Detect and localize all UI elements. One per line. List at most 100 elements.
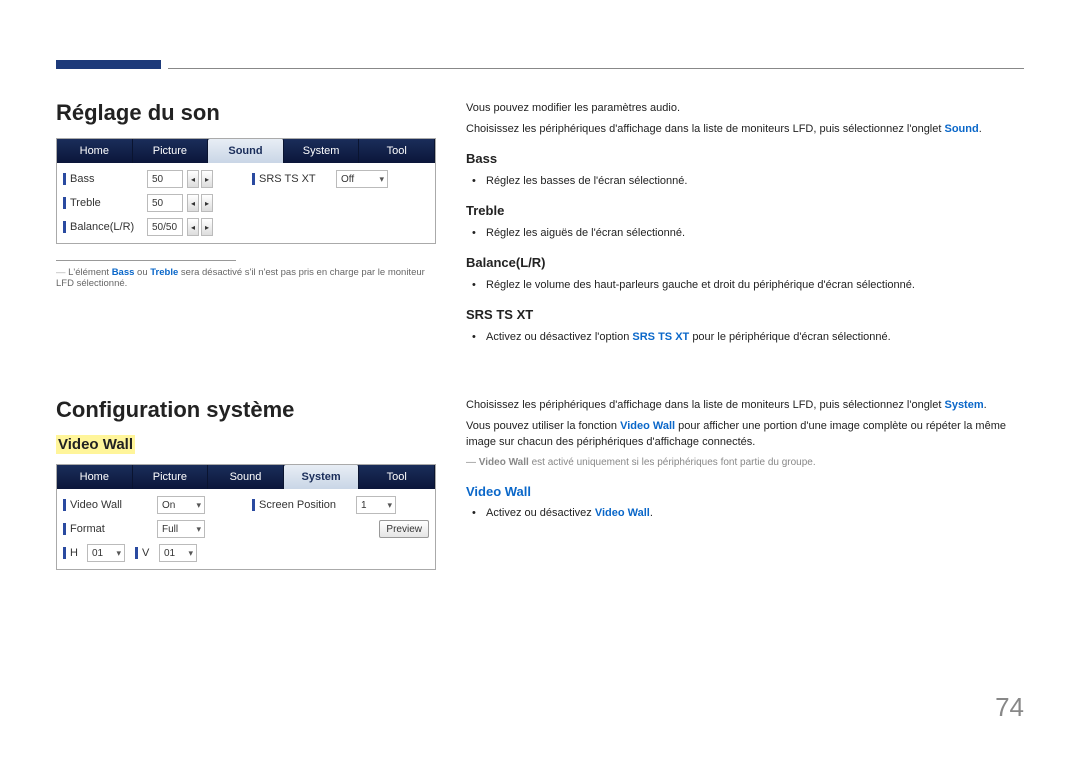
arrow-left-icon[interactable]: ◂: [187, 170, 199, 188]
tab-system[interactable]: System: [284, 465, 360, 489]
header-rule: [168, 68, 1024, 69]
v-select[interactable]: 01: [159, 544, 197, 562]
bass-value: 50: [147, 170, 183, 188]
text: Vous pouvez utiliser la fonction: [466, 420, 620, 432]
text: .: [979, 123, 982, 135]
bass-list: Réglez les basses de l'écran sélectionné…: [466, 173, 1024, 190]
srs-list: Activez ou désactivez l'option SRS TS XT…: [466, 329, 1024, 346]
footnote-rule: [56, 260, 236, 261]
srs-title: SRS TS XT: [466, 305, 1024, 325]
tab-system[interactable]: System: [284, 139, 360, 163]
system-intro2: Vous pouvez utiliser la fonction Video W…: [466, 418, 1024, 451]
list-item: Activez ou désactivez Video Wall.: [486, 505, 1024, 522]
text: .: [650, 507, 653, 519]
system-panel: Home Picture Sound System Tool Video Wal…: [56, 464, 436, 570]
note-bold: Video Wall: [479, 457, 529, 468]
arrow-right-icon[interactable]: ▸: [201, 170, 213, 188]
sound-right-col: Vous pouvez modifier les paramètres audi…: [466, 100, 1024, 347]
system-body: Video Wall On Format Full H 01 V 01: [57, 489, 435, 569]
sound-footnote: L'élément Bass ou Treble sera désactivé …: [56, 267, 436, 289]
vw-list: Activez ou désactivez Video Wall.: [466, 505, 1024, 522]
row-label: Video Wall: [63, 499, 153, 511]
tab-home[interactable]: Home: [57, 465, 133, 489]
sound-link: Sound: [944, 123, 978, 135]
row-label: Balance(L/R): [63, 221, 143, 233]
tab-sound[interactable]: Sound: [208, 139, 284, 163]
system-col-left: Video Wall On Format Full H 01 V 01: [57, 489, 246, 569]
h-label: H: [63, 547, 83, 559]
row-balance: Balance(L/R) 50/50 ◂ ▸: [57, 215, 246, 239]
sound-section: Réglage du son Home Picture Sound System…: [56, 100, 1024, 347]
row-label: Bass: [63, 173, 143, 185]
treble-stepper: ◂ ▸: [187, 194, 213, 212]
system-left-col: Configuration système Video Wall Home Pi…: [56, 397, 436, 570]
system-right-col: Choisissez les périphériques d'affichage…: [466, 397, 1024, 570]
vw-title: Video Wall: [466, 482, 1024, 502]
list-item: Activez ou désactivez l'option SRS TS XT…: [486, 329, 1024, 346]
text: Activez ou désactivez l'option: [486, 331, 632, 343]
text: Choisissez les périphériques d'affichage…: [466, 123, 944, 135]
videowall-select[interactable]: On: [157, 496, 205, 514]
format-select[interactable]: Full: [157, 520, 205, 538]
text: .: [984, 399, 987, 411]
tab-home[interactable]: Home: [57, 139, 133, 163]
row-label: SRS TS XT: [252, 173, 332, 185]
text: Activez ou désactivez: [486, 507, 595, 519]
balance-stepper: ◂ ▸: [187, 218, 213, 236]
text: Choisissez les périphériques d'affichage…: [466, 399, 944, 411]
system-heading: Configuration système: [56, 397, 436, 423]
page-content: Réglage du son Home Picture Sound System…: [56, 100, 1024, 570]
tab-picture[interactable]: Picture: [133, 465, 209, 489]
system-tabs: Home Picture Sound System Tool: [57, 465, 435, 489]
tab-sound[interactable]: Sound: [208, 465, 284, 489]
tab-tool[interactable]: Tool: [359, 465, 435, 489]
row-screenpos: Screen Position 1: [246, 493, 435, 517]
sound-intro1: Vous pouvez modifier les paramètres audi…: [466, 100, 1024, 117]
row-label: Format: [63, 523, 153, 535]
arrow-right-icon[interactable]: ▸: [201, 218, 213, 236]
vw-inline: Video Wall: [595, 507, 650, 519]
balance-value: 50/50: [147, 218, 183, 236]
footnote-bass: Bass: [112, 267, 135, 278]
balance-list: Réglez le volume des haut-parleurs gauch…: [466, 277, 1024, 294]
arrow-right-icon[interactable]: ▸: [201, 194, 213, 212]
footnote-text: ou: [137, 267, 150, 278]
video-wall-subhead: Video Wall: [56, 435, 135, 454]
screenpos-select[interactable]: 1: [356, 496, 396, 514]
footnote-text: L'élément: [68, 267, 112, 278]
system-intro1: Choisissez les périphériques d'affichage…: [466, 397, 1024, 414]
text: est activé uniquement si les périphériqu…: [532, 457, 816, 468]
tab-picture[interactable]: Picture: [133, 139, 209, 163]
treble-title: Treble: [466, 201, 1024, 221]
dash-icon: [56, 267, 68, 278]
list-item: Réglez le volume des haut-parleurs gauch…: [486, 277, 1024, 294]
balance-title: Balance(L/R): [466, 253, 1024, 273]
row-label: Treble: [63, 197, 143, 209]
vw-inline: Video Wall: [620, 420, 675, 432]
text: pour le périphérique d'écran sélectionné…: [692, 331, 890, 343]
treble-value: 50: [147, 194, 183, 212]
srs-select[interactable]: Off: [336, 170, 388, 188]
tab-tool[interactable]: Tool: [359, 139, 435, 163]
sound-panel: Home Picture Sound System Tool Bass 50 ◂…: [56, 138, 436, 244]
h-select[interactable]: 01: [87, 544, 125, 562]
row-srs: SRS TS XT Off: [246, 167, 435, 191]
arrow-left-icon[interactable]: ◂: [187, 218, 199, 236]
srs-inline: SRS TS XT: [632, 331, 689, 343]
page-number: 74: [995, 692, 1024, 723]
system-link: System: [944, 399, 983, 411]
sound-tabs: Home Picture Sound System Tool: [57, 139, 435, 163]
row-preview: Preview: [246, 517, 435, 541]
row-bass: Bass 50 ◂ ▸: [57, 167, 246, 191]
preview-button[interactable]: Preview: [379, 520, 429, 538]
sound-col-right: SRS TS XT Off: [246, 163, 435, 243]
v-label: V: [135, 547, 155, 559]
sound-body: Bass 50 ◂ ▸ Treble 50 ◂: [57, 163, 435, 243]
bass-stepper: ◂ ▸: [187, 170, 213, 188]
arrow-left-icon[interactable]: ◂: [187, 194, 199, 212]
sound-left-col: Réglage du son Home Picture Sound System…: [56, 100, 436, 347]
list-item: Réglez les aiguës de l'écran sélectionné…: [486, 225, 1024, 242]
treble-list: Réglez les aiguës de l'écran sélectionné…: [466, 225, 1024, 242]
footnote-treble: Treble: [150, 267, 178, 278]
sound-heading: Réglage du son: [56, 100, 436, 126]
